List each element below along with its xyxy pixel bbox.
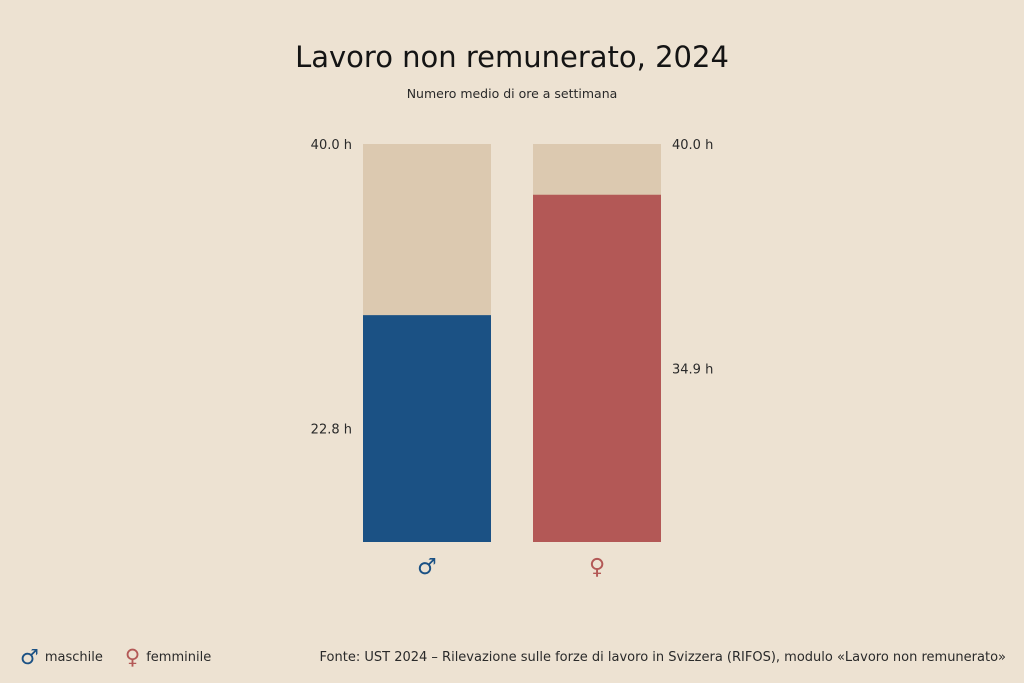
label-value-female: 34.9 h	[672, 362, 713, 377]
bar-value-female	[533, 194, 661, 542]
label-value-male: 22.8 h	[311, 423, 352, 438]
chart-title: Lavoro non remunerato, 2024	[295, 40, 729, 74]
category-male-icon: ♂	[417, 555, 437, 580]
label-total-male: 40.0 h	[311, 138, 352, 153]
category-female-icon: ♀	[589, 555, 605, 580]
legend-item-male: ♂ maschile	[20, 646, 103, 668]
male-symbol-icon: ♂	[20, 645, 39, 669]
source-note: Fonte: UST 2024 – Rilevazione sulle forz…	[319, 650, 1006, 665]
chart-subtitle: Numero medio di ore a settimana	[406, 86, 618, 101]
bar-value-male	[363, 315, 491, 542]
label-total-female: 40.0 h	[672, 138, 713, 153]
legend-label-female: femminile	[146, 649, 212, 665]
legend-label-male: maschile	[44, 649, 103, 665]
legend: ♂ maschile ♀ femminile	[20, 646, 233, 668]
female-symbol-icon: ♀	[124, 645, 141, 669]
legend-item-female: ♀ femminile	[125, 646, 211, 668]
footer: ♂ maschile ♀ femminile Fonte: UST 2024 –…	[0, 646, 1024, 670]
